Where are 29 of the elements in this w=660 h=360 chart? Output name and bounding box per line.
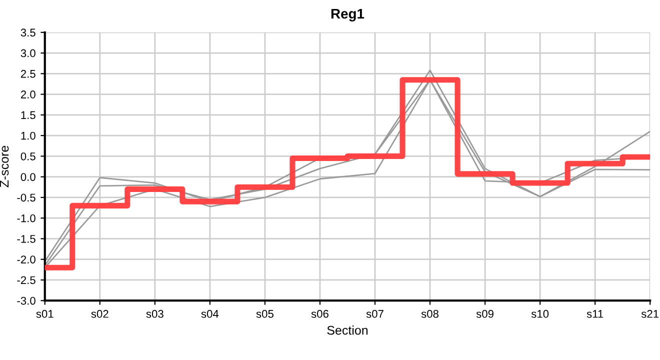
- x-tick-label: s10: [531, 310, 549, 318]
- x-tick-label: s02: [91, 310, 108, 318]
- y-tick-label: -2.0: [17, 256, 36, 264]
- y-tick-label: 0.5: [20, 152, 36, 160]
- x-axis-title: Section: [327, 326, 368, 335]
- y-tick-label: 1.0: [21, 132, 36, 140]
- x-tick-label: s06: [311, 310, 328, 318]
- x-tick-label: s05: [256, 310, 274, 318]
- y-tick-label: -1.0: [17, 214, 36, 222]
- y-tick-label: 3.0: [20, 49, 36, 58]
- y-tick-label: -1.5: [17, 235, 36, 243]
- y-axis-title: Z-score: [0, 146, 9, 188]
- y-tick-label: 2.5: [20, 70, 36, 78]
- x-tick-label: s21: [641, 310, 659, 318]
- x-tick-label: s11: [586, 310, 604, 318]
- chart-title: Reg1: [331, 8, 364, 22]
- x-tick-label: s04: [201, 310, 219, 318]
- y-tick-label: 2.0: [20, 90, 36, 98]
- y-tick-label: -2.5: [17, 276, 36, 284]
- y-tick-label: 1.5: [21, 111, 36, 120]
- x-tick-label: s09: [476, 310, 494, 318]
- y-tick-label: -3.0: [17, 296, 36, 305]
- y-tick-label: 3.5: [20, 28, 36, 37]
- x-tick-label: s07: [366, 310, 384, 318]
- x-tick-label: s08: [421, 310, 438, 318]
- y-tick-label: 0.0: [20, 173, 36, 181]
- y-tick-label: -0.5: [17, 194, 36, 202]
- x-tick-label: s03: [146, 310, 164, 318]
- x-tick-label: s01: [36, 310, 54, 318]
